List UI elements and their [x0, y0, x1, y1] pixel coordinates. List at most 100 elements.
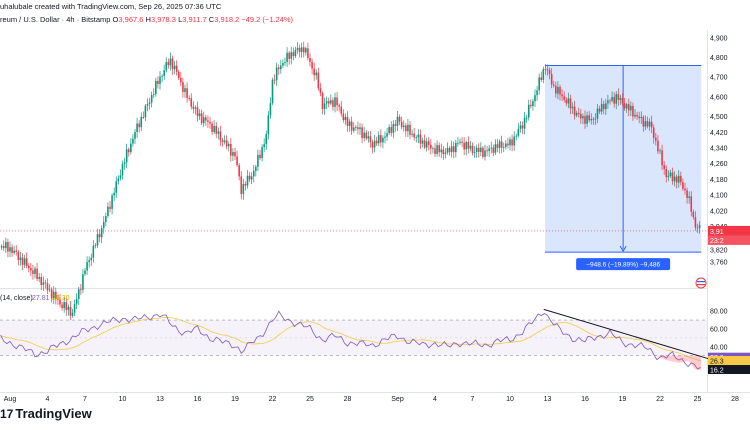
candle-body [421, 140, 424, 144]
time-axis-tick: 4 [46, 396, 50, 403]
time-axis-tick: 7 [83, 396, 87, 403]
candle-body [598, 108, 601, 112]
candle-body [550, 73, 553, 85]
candle-body [242, 183, 245, 194]
candle-body [682, 182, 684, 189]
candle-body [277, 67, 280, 70]
header-attribution: uhalubale created with TradingView.com, … [0, 2, 222, 11]
candle-body [282, 62, 284, 66]
candle-body [11, 247, 13, 253]
candle-body [88, 260, 90, 263]
candle-body [223, 140, 226, 143]
candle-body [246, 175, 249, 186]
candle-body [669, 172, 672, 177]
candle-body [180, 77, 182, 83]
candle-body [140, 116, 143, 128]
candle-body [698, 225, 701, 228]
candle-body [448, 148, 451, 153]
candle-body [446, 148, 449, 153]
candle-body [117, 178, 120, 182]
current-price-badge-label: 3,91 [710, 229, 724, 236]
time-axis-tick: 16 [194, 396, 202, 403]
candle-body [511, 139, 513, 146]
candle-body [330, 100, 332, 104]
candle-body [271, 79, 274, 104]
candle-body [217, 131, 220, 134]
candle-body [121, 164, 124, 176]
candle-body [169, 58, 172, 66]
candle-body [371, 142, 374, 148]
candle-body [396, 116, 399, 126]
candle-body [40, 277, 43, 285]
measure-label: −948.6 (−19.89%) −9,486 [586, 262, 660, 269]
candle-body [119, 175, 122, 179]
candle-body [65, 302, 68, 310]
candle-body [80, 289, 82, 290]
candle-body [165, 61, 168, 71]
low-value: 3,911.7 [182, 15, 207, 24]
candle-body [250, 176, 253, 180]
candle-body [127, 149, 130, 153]
candle-body [677, 175, 680, 183]
candle-body [190, 98, 193, 107]
candle-body [663, 165, 665, 169]
candle-body [402, 125, 405, 128]
candle-body [332, 100, 334, 107]
candle-body [434, 148, 436, 154]
price-axis-tick: 4,600 [710, 94, 728, 101]
candle-body [280, 65, 282, 70]
open-value: 3,967.6 [118, 15, 144, 24]
candle-body [57, 298, 59, 300]
candle-body [102, 222, 105, 229]
candle-body [30, 267, 32, 271]
candle-body [75, 299, 78, 304]
candle-body [340, 106, 343, 114]
candle-body [546, 69, 549, 71]
rsi-badge [708, 356, 750, 366]
candle-body [469, 145, 472, 149]
candle-body [202, 117, 205, 124]
price-axis-tick: 4,100 [710, 193, 728, 200]
candle-body [257, 154, 259, 167]
candle-body [284, 62, 286, 63]
countdown-badge-label: 23:2 [710, 238, 724, 245]
candle-body [63, 302, 65, 309]
candle-body [600, 103, 603, 112]
candle-body [607, 100, 609, 104]
candle-body [86, 262, 88, 271]
price-axis-tick: 4,340 [710, 146, 728, 153]
candle-body [588, 115, 590, 121]
candle-body [192, 106, 195, 109]
candle-body [209, 121, 211, 124]
candle-body [92, 245, 95, 258]
candle-body [388, 127, 390, 134]
candle-body [498, 141, 501, 148]
candle-body [661, 150, 663, 166]
candle-body [688, 196, 690, 198]
candle-body [536, 90, 538, 96]
candle-body [159, 76, 161, 84]
rsi-ma-line [0, 316, 701, 361]
candle-body [255, 166, 257, 171]
candle-body [525, 117, 528, 119]
candle-body [425, 141, 428, 148]
price-axis-separator [707, 30, 708, 392]
time-axis-separator [0, 392, 750, 393]
candle-body [230, 143, 232, 156]
price-axis-tick: 4,260 [710, 161, 728, 168]
candle-body [438, 145, 440, 153]
candle-body [346, 116, 349, 126]
candle-body [548, 69, 551, 74]
candle-body [555, 85, 557, 94]
time-axis-tick: 22 [269, 396, 277, 403]
candle-body [644, 121, 647, 127]
time-axis-tick: 10 [506, 396, 514, 403]
time-axis-tick: 28 [731, 396, 739, 403]
candle-body [309, 57, 311, 63]
candle-body [380, 135, 382, 143]
candle-body [321, 93, 324, 110]
time-axis-tick: 25 [694, 396, 702, 403]
candle-body [77, 289, 80, 300]
candle-body [71, 312, 74, 316]
candle-body [82, 274, 84, 290]
